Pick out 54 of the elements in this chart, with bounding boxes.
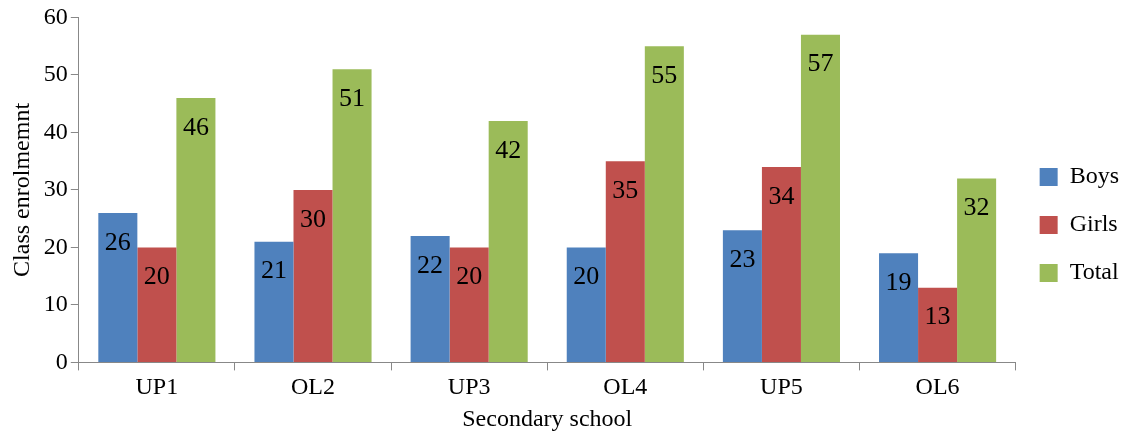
bar [137,247,177,362]
bar [332,69,372,362]
data-label: 20 [456,261,483,291]
legend-label: Girls [1069,210,1118,237]
bar [722,230,762,362]
data-label: 13 [924,301,951,331]
data-label: 19 [885,266,912,296]
bar [761,166,801,362]
bar [176,97,216,362]
x-tick-label: UP5 [760,373,803,400]
data-label: 26 [104,226,131,256]
y-tick-label: 30 [43,175,68,202]
data-label: 20 [573,261,600,291]
data-label: 30 [300,203,327,233]
x-tick-label: OL6 [915,373,960,400]
bar [254,241,294,362]
bar [879,253,919,362]
y-tick-label: 40 [43,117,68,144]
bar [800,34,840,362]
x-tick-label: UP1 [135,373,179,400]
legend-label: Total [1069,258,1119,285]
y-tick-label: 50 [43,60,68,87]
y-tick-label: 60 [43,2,68,29]
data-label: 35 [612,174,639,204]
data-label: 46 [182,111,209,141]
bar [957,178,997,362]
data-label: 51 [339,82,366,112]
bar [566,247,606,362]
bar [644,46,684,362]
bar [98,212,138,362]
data-label: 42 [495,134,522,164]
x-axis-title: Secondary school [462,404,633,431]
y-tick-label: 10 [43,290,68,317]
bar [293,189,333,362]
bar [488,120,528,362]
data-label: 32 [963,192,990,222]
data-label: 20 [143,261,170,291]
data-label: 55 [651,59,678,89]
legend-label: Boys [1069,162,1120,189]
x-tick-label: OL4 [603,373,648,400]
data-label: 21 [260,255,287,285]
bar [410,235,450,362]
y-axis-title: Class enrolmemnt [7,102,34,277]
x-tick-label: OL2 [291,373,336,400]
data-label: 23 [729,243,756,273]
y-tick-label: 20 [43,232,68,259]
data-label: 34 [768,180,795,210]
y-tick-label: 0 [55,347,68,374]
data-label: 57 [807,48,834,78]
bar [605,161,645,362]
bar [449,247,489,362]
data-label: 22 [417,249,444,279]
x-tick-label: UP3 [447,373,491,400]
bar [918,287,958,362]
